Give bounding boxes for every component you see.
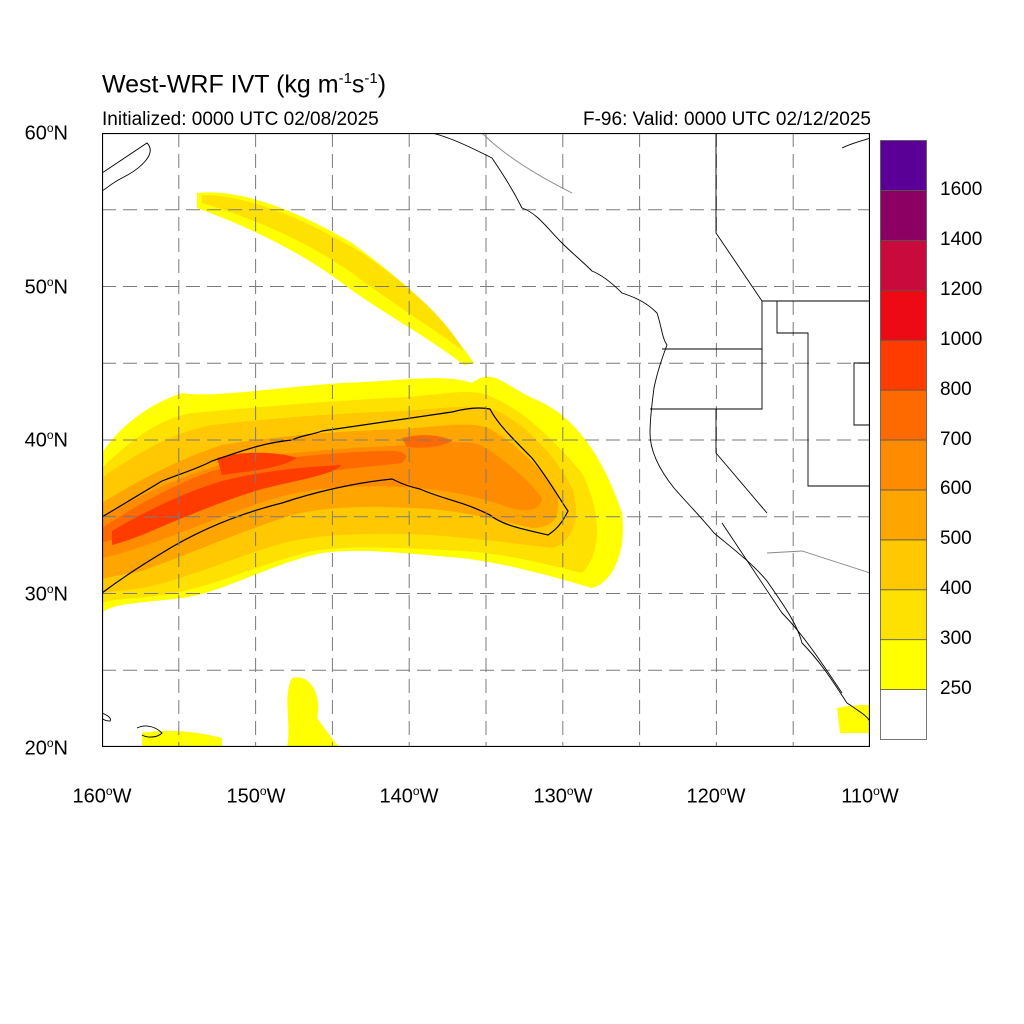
initialized-time: Initialized: 0000 UTC 02/08/2025 [102,109,379,130]
colorbar-box [880,339,927,391]
lon-label-160: 160oW [72,784,132,808]
ivt-shading [102,192,870,747]
lat-label-40: 40oN [24,428,68,452]
colorbar-box [880,389,927,441]
colorbar-box [880,689,927,740]
colorbar-label: 500 [940,528,972,550]
map-title: West-WRF IVT (kg m-1s-1) [102,70,387,99]
country-borders [481,133,870,574]
lat-label-50: 50oN [24,275,68,299]
lon-label-140: 140oW [379,784,439,808]
ivt-map [102,133,870,747]
ivt-band-800 [112,465,342,545]
colorbar-label: 600 [940,478,972,500]
lat-label-20: 20oN [24,736,68,760]
colorbar-label: 800 [940,378,972,400]
colorbar-label: 1600 [940,178,983,200]
colorbar-box [880,289,927,341]
colorbar-label: 1000 [940,328,983,350]
colorbar-label: 700 [940,428,972,450]
colorbar-box [880,589,927,641]
coastlines [102,133,870,738]
lon-label-120: 120oW [686,784,746,808]
colorbar-label: 250 [940,678,972,700]
lat-label-60: 60oN [24,121,68,145]
map-border [102,133,870,747]
lat-label-30: 30oN [24,582,68,606]
lon-label-130: 130oW [533,784,593,808]
colorbar-box [880,639,927,690]
colorbar-label: 300 [940,628,972,650]
colorbar-label: 1400 [940,228,983,250]
valid-time: F-96: Valid: 0000 UTC 02/12/2025 [583,109,871,130]
colorbar-box [880,190,927,241]
graticule [102,133,870,747]
colorbar-label: 1200 [940,278,983,300]
colorbar-label: 400 [940,578,972,600]
colorbar [880,140,927,740]
ivt-contour [102,407,569,594]
colorbar-box [880,239,927,291]
colorbar-box [880,539,927,591]
colorbar-box [880,439,927,491]
colorbar-box [880,140,927,191]
ivt-band-250-north [197,192,474,365]
colorbar-box [880,489,927,541]
state-borders [650,133,870,514]
lon-label-110: 110oW [841,784,899,808]
lon-label-150: 150oW [226,784,286,808]
